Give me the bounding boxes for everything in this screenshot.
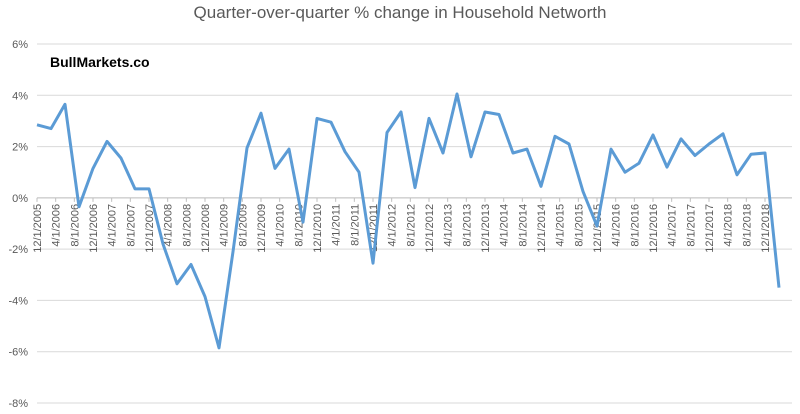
x-tick-label: 4/1/2009 bbox=[219, 204, 231, 247]
x-tick-label: 4/1/2011 bbox=[331, 204, 343, 246]
x-tick-label: 12/1/2013 bbox=[480, 204, 492, 253]
x-tick-label: 4/1/2014 bbox=[499, 204, 511, 247]
x-tick-label: 8/1/2013 bbox=[461, 204, 473, 247]
y-tick-label: -6% bbox=[8, 347, 28, 359]
x-tick-label: 12/1/2008 bbox=[200, 204, 212, 253]
x-tick-label: 12/1/2014 bbox=[536, 204, 548, 253]
x-tick-label: 8/1/2006 bbox=[69, 204, 81, 247]
series-line bbox=[36, 92, 781, 350]
y-tick-label: 6% bbox=[12, 39, 28, 51]
y-tick-label: -8% bbox=[8, 398, 28, 410]
x-tick-label: 8/1/2008 bbox=[181, 204, 193, 247]
x-tick-label: 12/1/2012 bbox=[424, 204, 436, 253]
y-tick-label: -2% bbox=[8, 244, 28, 256]
x-tick-label: 8/1/2007 bbox=[125, 204, 137, 247]
x-tick-label: 4/1/2010 bbox=[275, 204, 287, 247]
x-tick-label: 8/1/2012 bbox=[405, 204, 417, 247]
annotation: BullMarkets.co bbox=[50, 54, 150, 70]
x-tick-label: 8/1/2011 bbox=[349, 204, 361, 246]
x-tick-label: 4/1/2017 bbox=[667, 204, 679, 247]
x-tick-label: 4/1/2016 bbox=[611, 204, 623, 247]
x-tick-label: 4/1/2013 bbox=[443, 204, 455, 247]
x-tick-label: 4/1/2012 bbox=[387, 204, 399, 247]
y-tick-label: 4% bbox=[12, 90, 28, 102]
y-tick-label: 2% bbox=[12, 142, 28, 154]
x-tick-label: 8/1/2017 bbox=[685, 204, 697, 247]
y-tick-label: 0% bbox=[12, 193, 28, 205]
chart-title: Quarter-over-quarter % change in Househo… bbox=[194, 3, 607, 22]
x-tick-label: 4/1/2015 bbox=[555, 204, 567, 247]
x-tick-label: 12/1/2018 bbox=[760, 204, 772, 253]
x-tick-label: 4/1/2007 bbox=[107, 204, 119, 247]
x-tick-label: 12/1/2009 bbox=[256, 204, 268, 253]
x-tick-label: 8/1/2009 bbox=[237, 204, 249, 247]
x-tick-label: 12/1/2007 bbox=[144, 204, 156, 253]
x-tick-label: 8/1/2018 bbox=[741, 204, 753, 247]
x-tick-label: 4/1/2008 bbox=[163, 204, 175, 247]
x-tick-label: 12/1/2015 bbox=[592, 204, 604, 253]
x-tick-label: 12/1/2010 bbox=[312, 204, 324, 253]
x-tick-label: 12/1/2017 bbox=[704, 204, 716, 253]
x-tick-label: 12/1/2006 bbox=[88, 204, 100, 253]
x-tick-label: 12/1/2005 bbox=[32, 204, 44, 253]
x-tick-label: 8/1/2016 bbox=[629, 204, 641, 247]
x-tick-label: 8/1/2015 bbox=[573, 204, 585, 247]
x-tick-label: 4/1/2018 bbox=[723, 204, 735, 247]
y-tick-label: -4% bbox=[8, 295, 28, 307]
x-tick-label: 8/1/2014 bbox=[517, 204, 529, 247]
x-tick-label: 4/1/2006 bbox=[51, 204, 63, 247]
x-tick-label: 12/1/2016 bbox=[648, 204, 660, 253]
